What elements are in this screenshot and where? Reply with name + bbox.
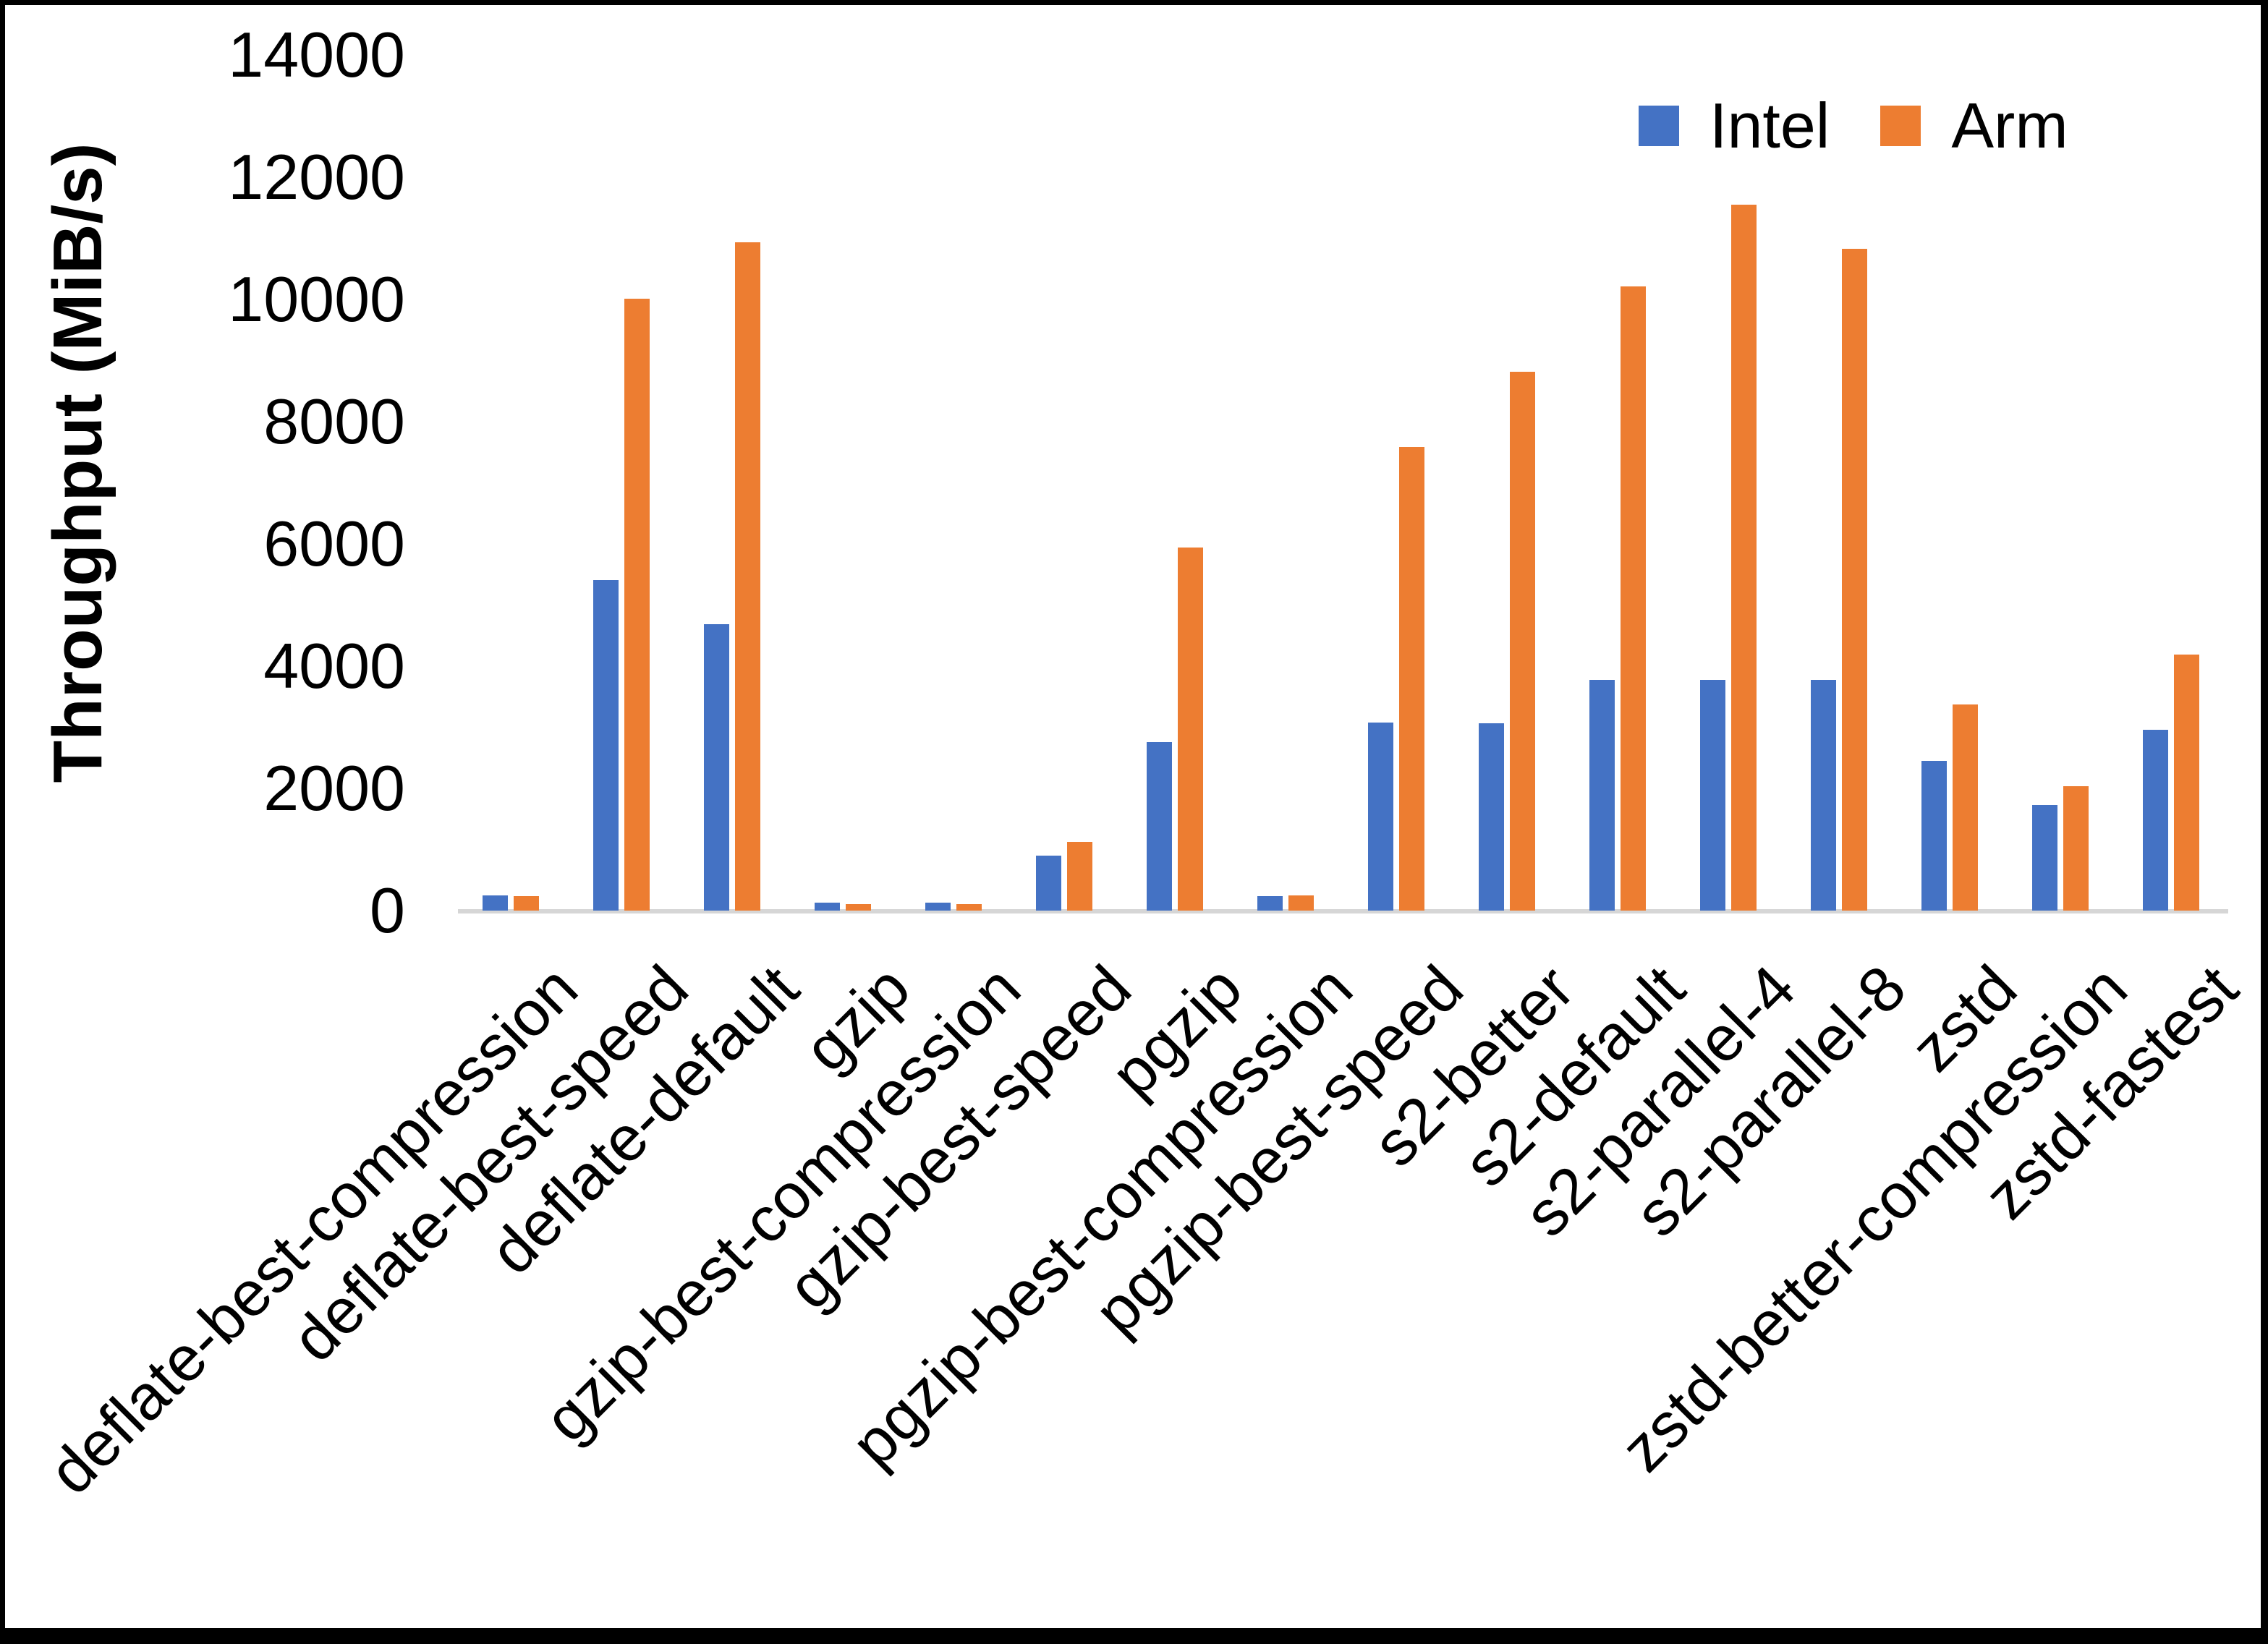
bar-intel-s2-better — [1479, 723, 1504, 911]
bar-intel-s2-parallel-8 — [1811, 680, 1836, 911]
frame-border-bottom — [0, 1628, 2268, 1644]
arm-swatch-icon — [1880, 106, 1921, 146]
bar-intel-pgzip-best-speed — [1368, 723, 1393, 911]
intel-swatch-icon — [1639, 106, 1679, 146]
bar-arm-deflate-default — [735, 242, 760, 911]
bar-arm-pgzip-best-compression — [1288, 895, 1314, 911]
bar-intel-deflate-default — [704, 624, 729, 911]
frame-border-right — [2261, 0, 2268, 1644]
y-tick-label: 4000 — [263, 630, 405, 702]
bar-intel-zstd-better-compression — [2032, 805, 2057, 911]
bar-intel-gzip — [815, 903, 840, 911]
legend-label-intel: Intel — [1710, 90, 1830, 161]
bar-arm-s2-default — [1621, 286, 1646, 911]
bar-intel-deflate-best-compression — [483, 895, 508, 911]
bar-arm-deflate-best-compression — [514, 896, 539, 911]
bar-intel-gzip-best-compression — [925, 903, 951, 911]
bar-arm-zstd-fastest — [2174, 655, 2199, 911]
y-tick-label: 10000 — [228, 263, 405, 335]
y-tick-label: 14000 — [228, 19, 405, 90]
bar-arm-pgzip-best-speed — [1399, 447, 1424, 911]
bar-arm-zstd — [1953, 704, 1978, 911]
bar-intel-zstd — [1921, 761, 1947, 911]
frame-border-top — [0, 0, 2268, 5]
bar-arm-gzip — [846, 904, 871, 911]
bar-intel-zstd-fastest — [2143, 730, 2168, 911]
bar-arm-gzip-best-compression — [956, 904, 982, 911]
bar-intel-pgzip-best-compression — [1257, 896, 1283, 911]
legend: Intel Arm — [1639, 94, 2068, 158]
y-tick-label: 8000 — [263, 386, 405, 457]
bar-intel-deflate-best-speed — [593, 580, 619, 911]
bar-intel-s2-parallel-4 — [1700, 680, 1725, 911]
bar-arm-gzip-best-speed — [1067, 842, 1092, 911]
legend-label-arm: Arm — [1951, 90, 2068, 161]
y-tick-label: 12000 — [228, 141, 405, 213]
legend-item-arm: Arm — [1880, 94, 2068, 158]
x-axis-line — [458, 909, 2228, 913]
y-tick-label: 2000 — [263, 752, 405, 824]
y-tick-label: 6000 — [263, 508, 405, 579]
bar-arm-pgzip — [1178, 548, 1203, 911]
bar-arm-s2-parallel-8 — [1842, 249, 1867, 911]
bar-intel-s2-default — [1589, 680, 1615, 911]
y-tick-label: 0 — [370, 874, 405, 946]
bar-arm-zstd-better-compression — [2063, 786, 2089, 911]
bar-arm-s2-parallel-4 — [1731, 205, 1757, 911]
bar-arm-deflate-best-speed — [624, 299, 650, 911]
bar-arm-s2-better — [1510, 372, 1535, 911]
legend-item-intel: Intel — [1639, 94, 1830, 158]
bar-intel-pgzip — [1147, 742, 1172, 911]
bar-intel-gzip-best-speed — [1036, 856, 1061, 911]
frame-border-left — [0, 0, 5, 1644]
